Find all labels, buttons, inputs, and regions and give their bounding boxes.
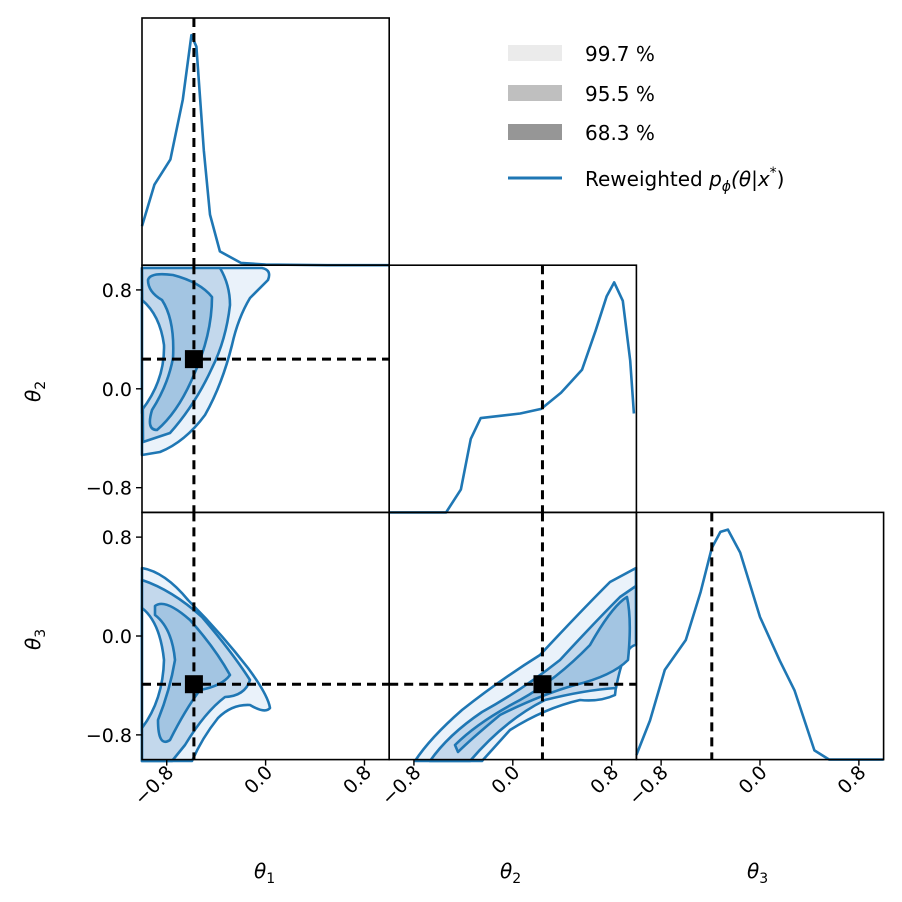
panel-frame — [635, 511, 885, 761]
legend-swatch-99-7 — [508, 45, 562, 61]
panel-frame — [388, 264, 638, 514]
truth-marker — [184, 350, 203, 369]
panel-frame — [141, 17, 390, 266]
legend-label: 99.7 % — [585, 42, 655, 66]
x-tick-label: −0.8 — [624, 762, 672, 810]
y-axis-label-theta2: θ2 — [21, 381, 49, 402]
marginal-density-3 — [635, 528, 884, 761]
x-tick-label: 0.0 — [240, 762, 277, 799]
legend-swatch-95-5 — [508, 85, 562, 101]
panel-theta1-theta3 — [140, 566, 272, 763]
contour-68-3 — [153, 602, 232, 744]
y-tick-label: −0.8 — [86, 478, 132, 500]
y-tick-label: 0.8 — [102, 280, 132, 302]
truth-marker — [184, 675, 203, 694]
x-tick-label: −0.8 — [377, 762, 425, 810]
legend: 99.7 % 95.5 % 68.3 % Reweighted pϕ(θ|x*) — [508, 42, 784, 195]
contour-68-3 — [453, 595, 632, 754]
x-axis-label-theta3: θ3 — [747, 859, 768, 887]
x-tick-label: 0.8 — [586, 762, 623, 799]
y-tick-label: 0.8 — [102, 527, 132, 549]
contour-hole — [140, 297, 166, 414]
legend-label-reweighted: Reweighted pϕ(θ|x*) — [585, 165, 784, 195]
legend-label: 95.5 % — [585, 82, 655, 106]
y-tick-label: −0.8 — [86, 725, 132, 747]
legend-label: 68.3 % — [585, 121, 655, 145]
contour-99-7 — [413, 566, 638, 763]
marginal-density-2 — [389, 281, 636, 514]
x-tick-label: 0.0 — [735, 762, 772, 799]
y-tick-label: 0.0 — [102, 379, 132, 401]
legend-swatch-68-3 — [508, 124, 562, 140]
panel-theta1-theta2 — [140, 266, 271, 457]
x-axis-label-theta1: θ1 — [254, 859, 275, 887]
x-tick-label: 0.8 — [339, 762, 376, 799]
contour-68-3 — [146, 272, 214, 432]
y-axis-label-theta3: θ3 — [21, 629, 49, 650]
x-tick-label: 0.0 — [487, 762, 524, 799]
x-axis-label-theta2: θ2 — [500, 859, 521, 887]
truth-marker — [533, 675, 552, 694]
x-tick-label: 0.8 — [833, 762, 870, 799]
x-tick-label: −0.8 — [130, 762, 178, 810]
marginal-density-1 — [140, 33, 390, 267]
y-tick-label: 0.0 — [102, 626, 132, 648]
panel-theta2-theta3 — [413, 566, 638, 763]
contour-hole — [140, 605, 166, 732]
